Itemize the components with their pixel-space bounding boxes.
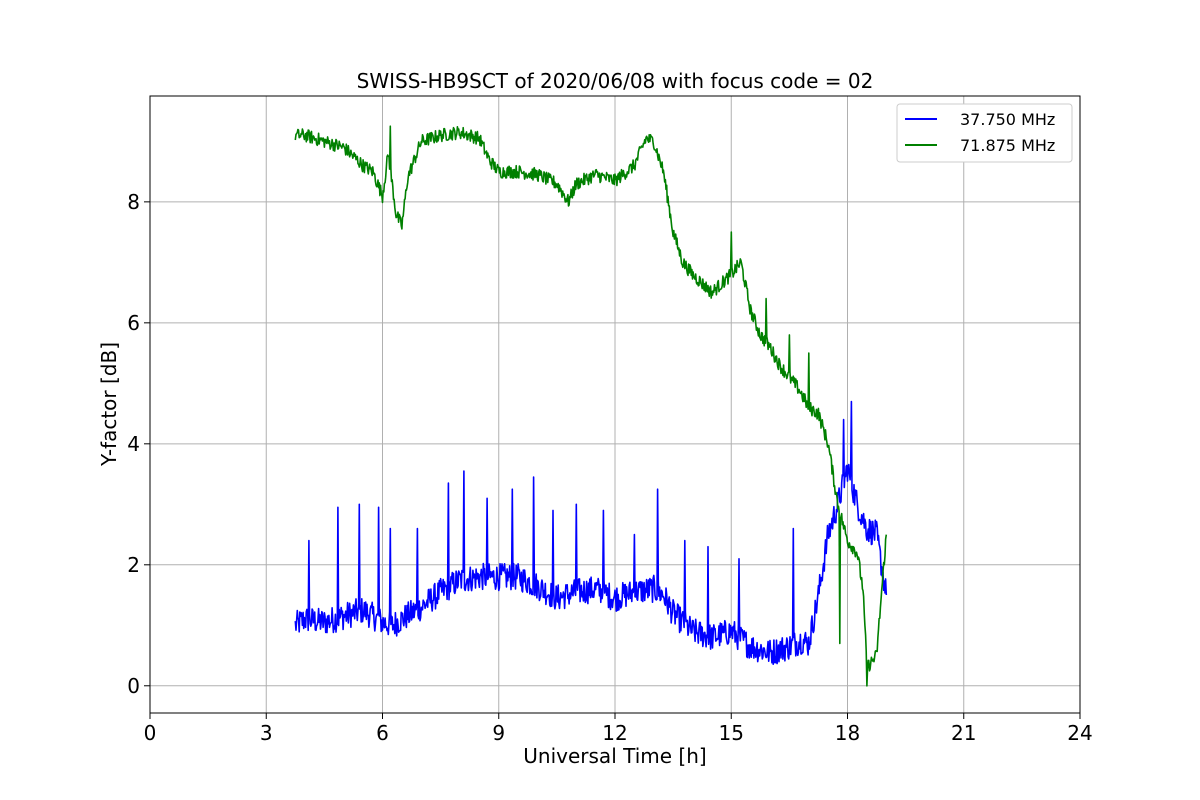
legend-entry-series-1: 37.750 MHz bbox=[960, 110, 1055, 129]
y-axis-label: Y-factor [dB] bbox=[97, 342, 121, 467]
chart-title: SWISS-HB9SCT of 2020/06/08 with focus co… bbox=[357, 69, 874, 93]
x-tick-label: 3 bbox=[260, 721, 273, 745]
y-tick-label: 2 bbox=[127, 553, 140, 577]
series-line-2 bbox=[294, 125, 888, 687]
series-group bbox=[294, 125, 888, 687]
legend: 37.750 MHz 71.875 MHz bbox=[896, 103, 1073, 163]
legend-box bbox=[896, 103, 1073, 163]
x-tick-label: 24 bbox=[1067, 721, 1092, 745]
series-line-1 bbox=[294, 400, 888, 666]
y-tick-label: 8 bbox=[127, 190, 140, 214]
x-tick-label: 15 bbox=[719, 721, 744, 745]
x-tick-label: 12 bbox=[602, 721, 627, 745]
grid bbox=[149, 96, 1081, 713]
x-tick-label: 9 bbox=[492, 721, 505, 745]
x-tick-label: 6 bbox=[376, 721, 389, 745]
y-tick-label: 4 bbox=[127, 432, 140, 456]
x-tick-label: 21 bbox=[951, 721, 976, 745]
legend-entry-series-2: 71.875 MHz bbox=[960, 136, 1055, 155]
y-tick-label: 0 bbox=[127, 674, 140, 698]
x-axis-label: Universal Time [h] bbox=[523, 744, 706, 768]
y-tick-label: 6 bbox=[127, 311, 140, 335]
x-tick-label: 18 bbox=[835, 721, 860, 745]
x-tick-label: 0 bbox=[144, 721, 157, 745]
